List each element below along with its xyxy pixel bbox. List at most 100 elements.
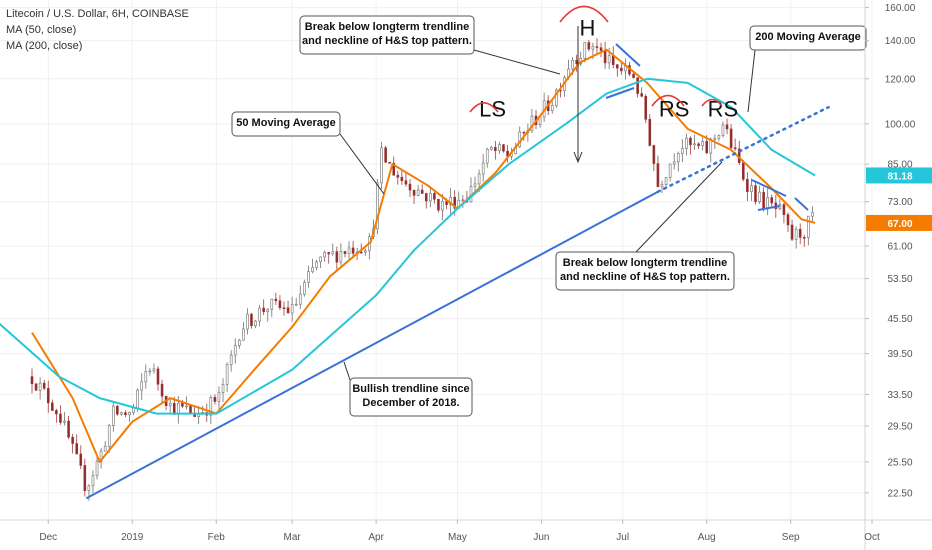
candle-body bbox=[116, 405, 119, 415]
candle-body bbox=[124, 412, 127, 416]
candle-body bbox=[429, 193, 432, 202]
candle-body bbox=[311, 267, 314, 272]
candle-body bbox=[790, 224, 794, 240]
candle-body bbox=[636, 77, 639, 94]
candle-body bbox=[750, 185, 753, 192]
channel-line bbox=[615, 43, 641, 67]
candle-body bbox=[376, 182, 379, 230]
bullish-trendline bbox=[85, 190, 659, 500]
candle-body bbox=[213, 397, 217, 402]
candle-body bbox=[693, 143, 696, 146]
candle-body bbox=[733, 147, 737, 150]
candle-body bbox=[189, 405, 192, 414]
candle-body bbox=[51, 402, 54, 411]
candle-body bbox=[725, 124, 729, 130]
candle-body bbox=[388, 161, 391, 164]
y-tick-label: 33.50 bbox=[887, 390, 912, 401]
candle-body bbox=[71, 436, 74, 444]
y-tick-label: 29.50 bbox=[887, 421, 912, 432]
callout-pointer bbox=[473, 49, 561, 75]
legend-ma50: MA (50, close) bbox=[6, 24, 77, 36]
channel-line bbox=[757, 205, 781, 211]
candle-body bbox=[648, 118, 652, 146]
x-axis: Dec 2019 Feb Mar Apr May Jun Jul Aug Sep Oct bbox=[0, 519, 932, 543]
candle-body bbox=[217, 392, 221, 402]
candle-body bbox=[63, 420, 66, 423]
candle-body bbox=[209, 397, 213, 416]
candle-body bbox=[34, 383, 38, 391]
candle-body bbox=[449, 196, 452, 205]
callout-box bbox=[231, 111, 341, 137]
moving-averages bbox=[0, 48, 816, 463]
candle-body bbox=[656, 163, 660, 188]
candle-body bbox=[75, 443, 79, 455]
candle-body bbox=[685, 137, 688, 149]
candle-body bbox=[307, 271, 310, 283]
candle-body bbox=[233, 345, 237, 356]
candle-body bbox=[303, 282, 306, 295]
candle-body bbox=[550, 105, 554, 111]
candle-body bbox=[152, 368, 156, 372]
trendlines bbox=[85, 105, 830, 500]
candle-body bbox=[242, 328, 245, 341]
chart-legend: Litecoin / U.S. Dollar, 6H, COINBASE MA … bbox=[6, 6, 189, 54]
candle-body bbox=[87, 485, 91, 491]
pattern-arc bbox=[469, 102, 499, 113]
candle-body bbox=[294, 303, 298, 306]
candle-body bbox=[83, 465, 87, 491]
candle-body bbox=[384, 147, 387, 163]
candle-body bbox=[392, 162, 396, 176]
candle-body bbox=[148, 370, 152, 373]
pattern-label-ls: LS bbox=[479, 97, 506, 122]
candle-body bbox=[270, 298, 274, 310]
candle-body bbox=[408, 183, 412, 191]
y-tick-label: 160.00 bbox=[885, 3, 916, 14]
y-tick-label: 73.00 bbox=[887, 197, 912, 208]
candle-body bbox=[607, 55, 611, 64]
candle-body bbox=[359, 251, 363, 254]
pattern-marks: LS H RS RS bbox=[469, 5, 809, 211]
x-tick-label: Oct bbox=[864, 532, 880, 543]
candle-body bbox=[811, 212, 814, 217]
candle-body bbox=[229, 354, 233, 365]
candle-body bbox=[79, 453, 83, 466]
candle-body bbox=[46, 388, 50, 404]
candle-body bbox=[433, 193, 436, 200]
candle-body bbox=[221, 384, 225, 393]
candle-body bbox=[400, 176, 404, 182]
candle-body bbox=[762, 191, 765, 210]
candle-body bbox=[530, 115, 534, 131]
candle-body bbox=[323, 252, 326, 258]
candle-body bbox=[286, 307, 290, 314]
candle-body bbox=[741, 162, 745, 180]
candle-body bbox=[713, 137, 717, 140]
channel-line bbox=[751, 179, 787, 197]
x-tick-label: Feb bbox=[208, 532, 226, 543]
candle-body bbox=[107, 425, 111, 447]
candle-body bbox=[181, 402, 184, 407]
candle-body bbox=[681, 148, 684, 154]
candle-body bbox=[611, 55, 615, 66]
candle-body bbox=[615, 64, 619, 69]
candle-body bbox=[746, 178, 749, 192]
candle-body bbox=[128, 411, 131, 416]
candle-body bbox=[770, 197, 774, 204]
x-tick-label: Jul bbox=[616, 532, 629, 543]
candle-body bbox=[404, 180, 408, 185]
callout-text: Bullish trendline since December of 2018. bbox=[352, 383, 469, 409]
candle-body bbox=[802, 237, 806, 239]
callout-box bbox=[349, 377, 473, 417]
candle-body bbox=[494, 147, 497, 152]
candle-body bbox=[599, 47, 603, 51]
candle-body bbox=[416, 189, 420, 196]
candle-body bbox=[95, 461, 99, 476]
candle-body bbox=[664, 177, 668, 185]
candle-body bbox=[705, 141, 709, 154]
y-tick-label: 61.00 bbox=[887, 242, 912, 253]
pattern-arc bbox=[559, 5, 609, 23]
callout-box bbox=[299, 15, 475, 55]
candle-body bbox=[327, 252, 331, 255]
candle-body bbox=[290, 304, 294, 314]
channel-line bbox=[794, 197, 809, 211]
